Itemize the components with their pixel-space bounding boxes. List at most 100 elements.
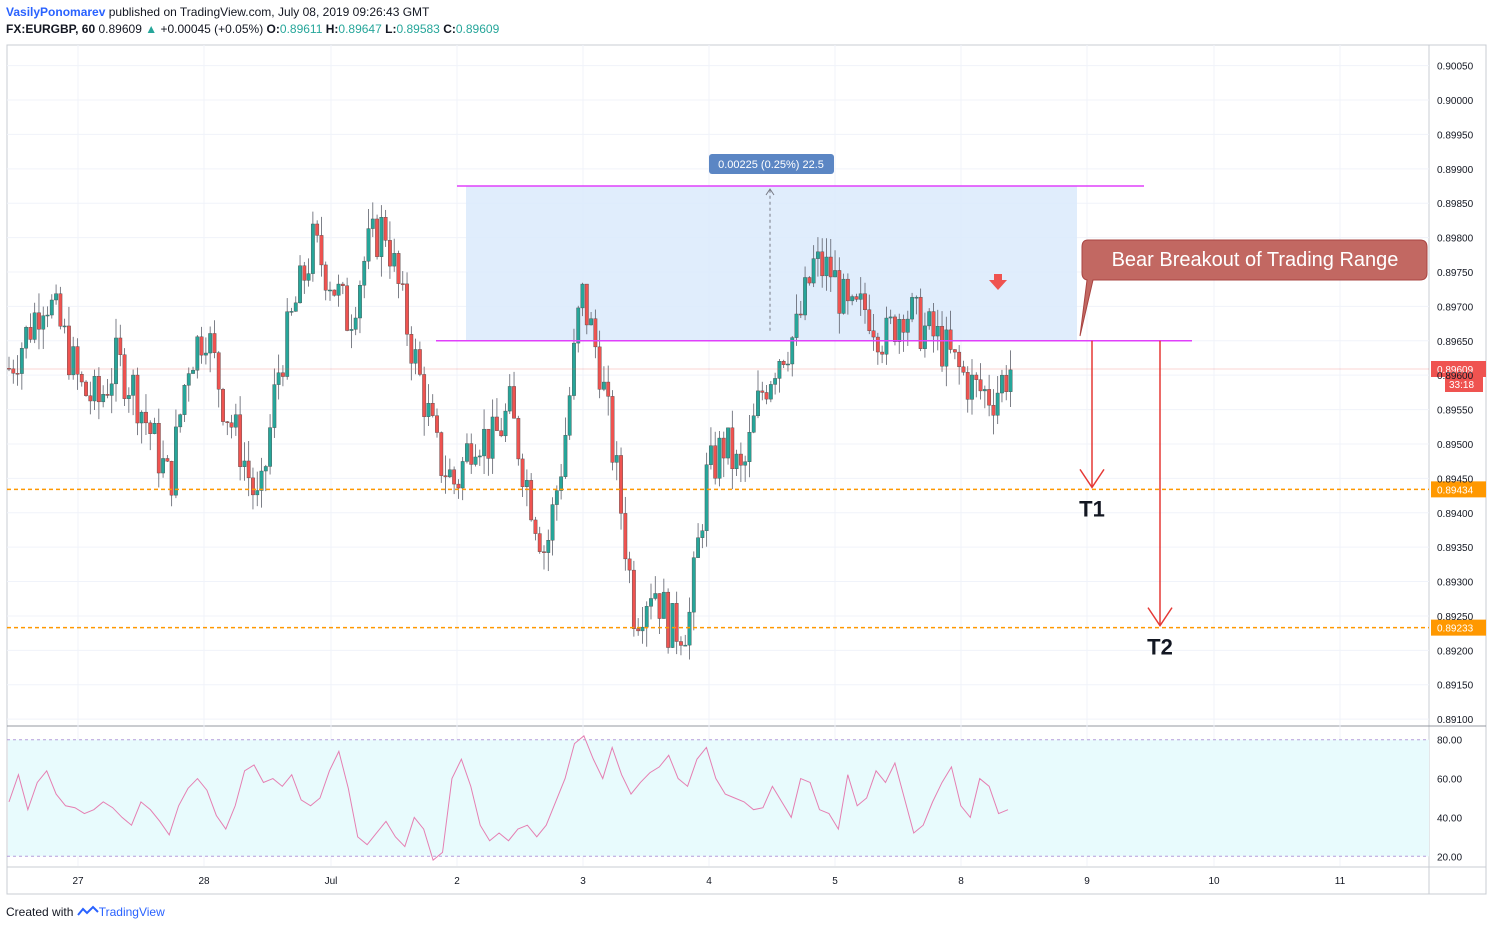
candle[interactable] [679, 636, 683, 656]
candle[interactable] [858, 277, 863, 316]
candle[interactable] [837, 257, 842, 334]
candle[interactable] [533, 516, 538, 541]
candle[interactable] [84, 380, 88, 397]
candle[interactable] [216, 351, 221, 408]
candle[interactable] [430, 394, 435, 418]
candle[interactable] [691, 551, 696, 631]
candle[interactable] [559, 463, 564, 500]
candle[interactable] [820, 238, 825, 288]
rsi-line[interactable] [8, 735, 1009, 862]
candle[interactable] [255, 471, 260, 507]
candle[interactable] [709, 427, 713, 470]
candle[interactable] [730, 410, 735, 490]
candle[interactable] [687, 597, 692, 660]
candle[interactable] [747, 415, 752, 478]
candle[interactable] [833, 250, 837, 278]
candle[interactable] [178, 413, 183, 433]
candle[interactable] [88, 381, 93, 415]
candle[interactable] [773, 372, 778, 395]
candle[interactable] [614, 441, 619, 481]
candle[interactable] [28, 313, 33, 343]
candle[interactable] [653, 576, 658, 601]
candle[interactable] [490, 399, 495, 474]
candle[interactable] [965, 366, 970, 413]
candle[interactable] [610, 390, 615, 471]
candle[interactable] [435, 408, 439, 438]
candle[interactable] [704, 452, 709, 547]
candle[interactable] [11, 359, 16, 384]
candle[interactable] [760, 381, 765, 401]
candle[interactable] [910, 292, 914, 323]
candle[interactable] [777, 359, 782, 393]
candle[interactable] [880, 345, 885, 364]
candle[interactable] [623, 496, 628, 571]
candle[interactable] [362, 256, 367, 299]
candle[interactable] [41, 306, 46, 349]
candle[interactable] [366, 209, 371, 270]
candle[interactable] [285, 298, 290, 380]
candle[interactable] [482, 409, 486, 474]
candle[interactable] [439, 431, 444, 483]
candle[interactable] [841, 273, 846, 315]
candle[interactable] [644, 601, 649, 647]
candle[interactable] [349, 314, 354, 349]
candle[interactable] [182, 383, 187, 422]
candle[interactable] [225, 421, 230, 436]
candle[interactable] [208, 326, 213, 373]
candle[interactable] [1008, 350, 1013, 407]
candle[interactable] [944, 316, 949, 387]
candle[interactable] [323, 261, 328, 301]
candle[interactable] [768, 380, 773, 403]
candle[interactable] [447, 458, 452, 479]
candle[interactable] [828, 238, 833, 292]
candle[interactable] [927, 308, 932, 330]
candle[interactable] [580, 282, 585, 317]
candle[interactable] [743, 455, 748, 482]
candle[interactable] [790, 335, 795, 377]
candle[interactable] [995, 376, 1000, 425]
candle[interactable] [293, 296, 298, 312]
candle[interactable] [957, 345, 962, 385]
candle[interactable] [631, 560, 636, 637]
candle[interactable] [375, 214, 379, 260]
candle[interactable] [520, 453, 525, 498]
candle[interactable] [195, 335, 200, 379]
candle[interactable] [383, 209, 388, 247]
candle[interactable] [332, 289, 337, 297]
candle[interactable] [126, 387, 131, 413]
candle[interactable] [589, 312, 593, 326]
candle[interactable] [302, 261, 307, 294]
candle[interactable] [674, 591, 679, 655]
candle[interactable] [524, 469, 529, 507]
candle[interactable] [756, 370, 760, 419]
candle[interactable] [781, 359, 786, 369]
candle[interactable] [105, 378, 110, 399]
candle[interactable] [426, 384, 431, 427]
candle[interactable] [396, 250, 401, 299]
candle[interactable] [353, 306, 358, 336]
candle[interactable] [58, 286, 63, 330]
candle[interactable] [345, 277, 350, 332]
candle[interactable] [109, 368, 114, 414]
candle[interactable] [764, 385, 769, 405]
candle[interactable] [306, 258, 311, 287]
candle[interactable] [169, 460, 174, 507]
candle[interactable] [152, 417, 157, 435]
candle[interactable] [935, 309, 940, 351]
candle[interactable] [101, 385, 106, 408]
candle[interactable] [597, 330, 602, 399]
candle[interactable] [811, 245, 816, 288]
annotation-callout[interactable] [1079, 239, 1428, 337]
candle[interactable] [567, 386, 572, 440]
candle[interactable] [751, 403, 756, 434]
candle[interactable] [400, 271, 405, 291]
candle[interactable] [242, 442, 247, 481]
candle[interactable] [516, 415, 521, 466]
signal-down-arrow-icon[interactable] [989, 274, 1007, 290]
candle[interactable] [576, 305, 581, 353]
candle[interactable] [649, 583, 653, 620]
candle[interactable] [696, 523, 700, 558]
candle[interactable] [738, 442, 743, 483]
candle[interactable] [405, 272, 409, 346]
candle[interactable] [952, 349, 957, 360]
